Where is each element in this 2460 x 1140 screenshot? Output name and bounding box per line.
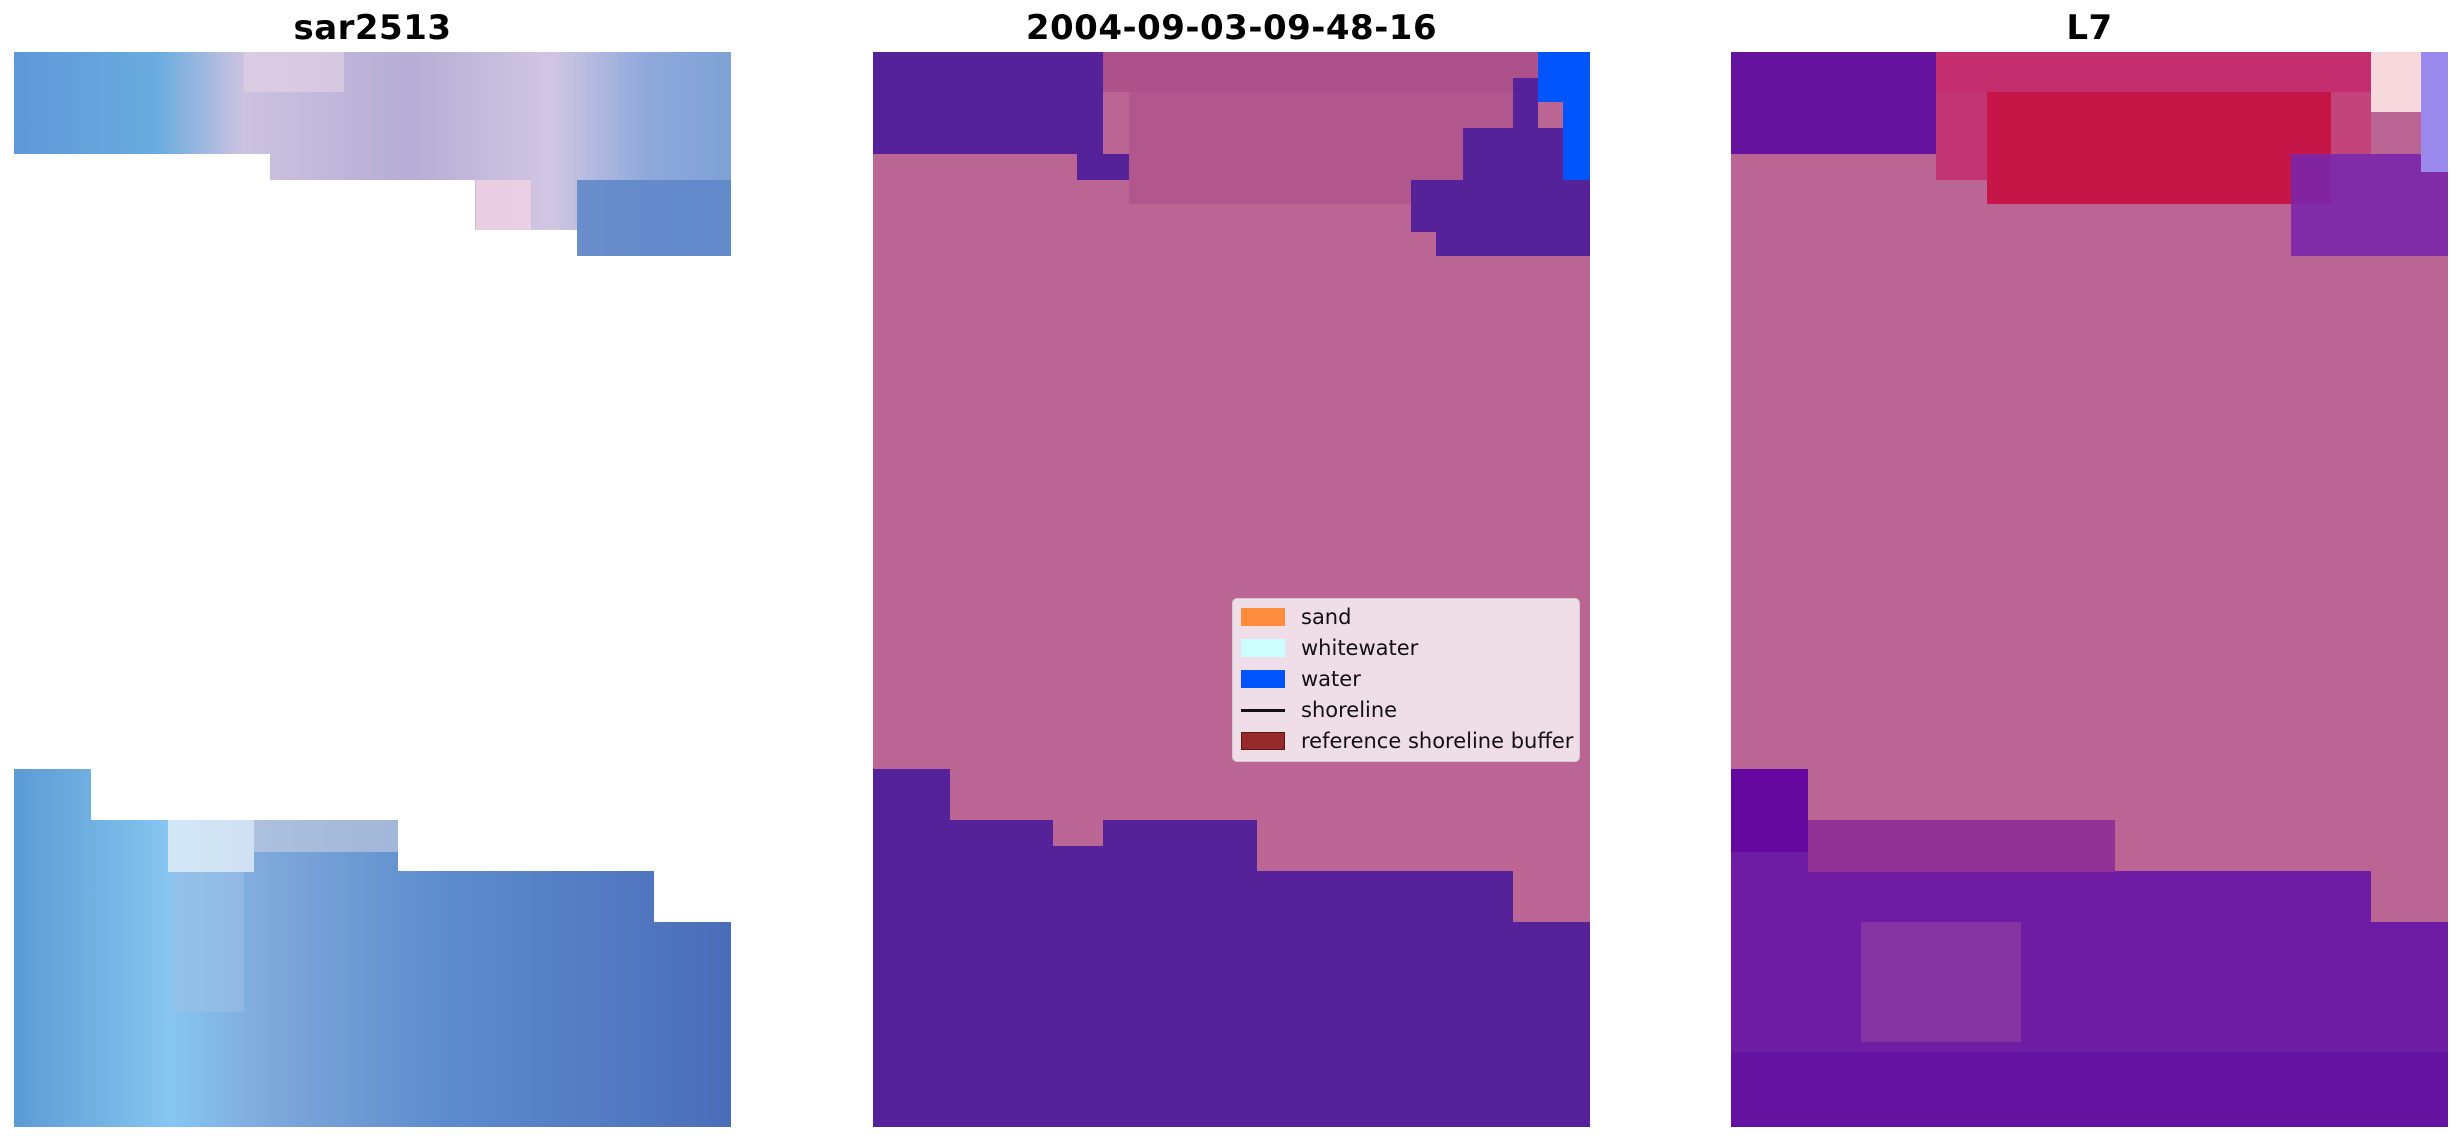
legend-label: sand xyxy=(1301,605,1352,629)
shoreline-line xyxy=(1241,708,1285,712)
panel-title-rgb: sar2513 xyxy=(293,8,452,48)
panel-title-satellite: L7 xyxy=(2066,8,2113,48)
legend-label: reference shoreline buffer xyxy=(1301,729,1574,753)
satellite-panel xyxy=(1731,52,2448,1127)
legend-label: shoreline xyxy=(1301,698,1398,722)
legend-item-whitewater: whitewater xyxy=(1241,636,1418,660)
buffer-swatch xyxy=(1241,732,1285,750)
water-swatch xyxy=(1241,670,1285,688)
legend-item-sand: sand xyxy=(1241,605,1351,629)
sand-swatch xyxy=(1241,608,1285,626)
legend: sand whitewater water shoreline referenc… xyxy=(1232,598,1580,762)
panel-title-classification: 2004-09-03-09-48-16 xyxy=(1025,8,1438,48)
legend-item-shoreline: shoreline xyxy=(1241,698,1397,722)
classification-panel xyxy=(873,52,1590,1127)
rgb-image xyxy=(14,52,731,1127)
legend-item-buffer: reference shoreline buffer xyxy=(1241,729,1573,753)
legend-label: whitewater xyxy=(1301,636,1419,660)
legend-item-water: water xyxy=(1241,667,1361,691)
satellite-image xyxy=(1731,52,2448,1127)
whitewater-swatch xyxy=(1241,639,1285,657)
classification-image xyxy=(873,52,1590,1127)
legend-label: water xyxy=(1301,667,1361,691)
rgb-image-panel xyxy=(14,52,731,1127)
